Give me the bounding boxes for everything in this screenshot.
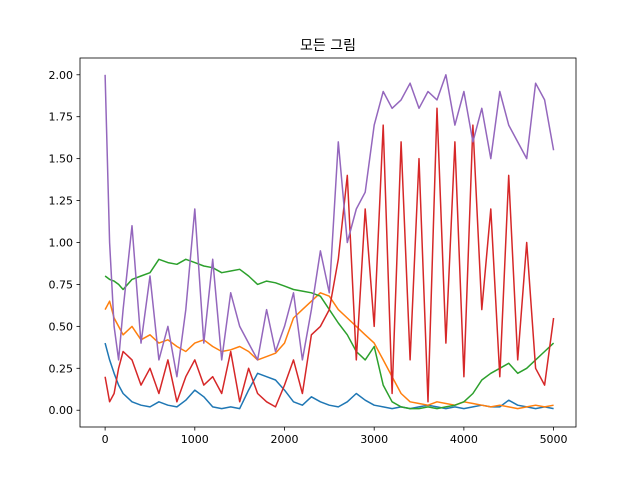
x-tick-label: 2000 (270, 433, 298, 446)
x-tick-label: 5000 (540, 433, 568, 446)
series-layer (104, 74, 555, 410)
series-line-3 (104, 258, 555, 410)
y-tick-label: 1.75 (49, 111, 74, 124)
y-axis-ticks: 0.00 0.25 0.50 0.75 1.00 1.25 1.50 1.75 2.00 (49, 69, 80, 417)
y-tick-label: 0.75 (49, 278, 74, 291)
y-tick-label: 1.50 (49, 153, 74, 166)
x-tick-label: 3000 (360, 433, 388, 446)
series-line-1 (104, 342, 554, 410)
y-tick-label: 1.00 (49, 237, 74, 250)
x-axis-ticks: 0 1000 2000 3000 4000 5000 (102, 427, 568, 446)
series-line-2 (104, 292, 554, 410)
y-tick-label: 1.25 (49, 195, 74, 208)
y-tick-label: 2.00 (49, 69, 74, 82)
x-tick-label: 1000 (181, 433, 209, 446)
y-tick-label: 0.00 (49, 404, 74, 417)
x-tick-label: 0 (102, 433, 109, 446)
chart-title: 모든 그림 (300, 38, 356, 54)
series-line-4 (104, 107, 555, 408)
y-tick-label: 0.25 (49, 362, 74, 375)
y-tick-label: 0.50 (49, 320, 74, 333)
x-tick-label: 4000 (450, 433, 478, 446)
series-line-5 (104, 74, 555, 378)
